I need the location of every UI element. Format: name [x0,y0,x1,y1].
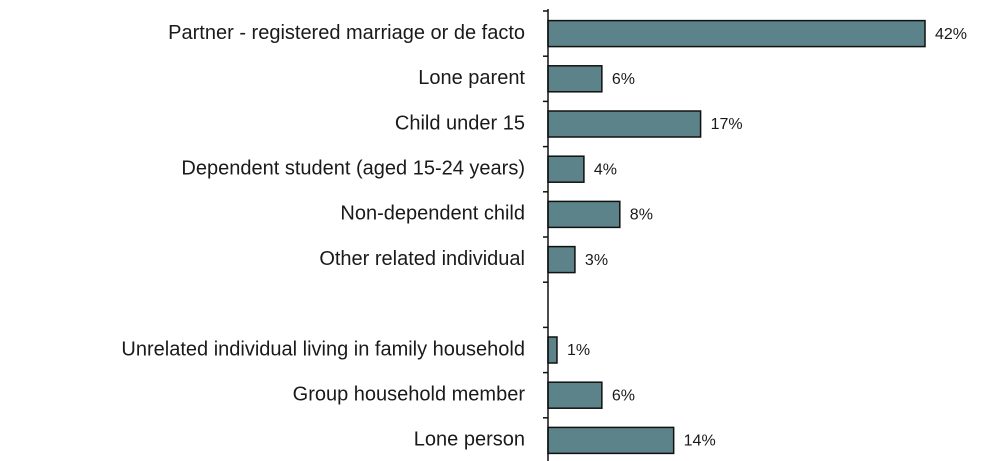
category-label: Other related individual [319,248,525,270]
category-label: Child under 15 [395,112,525,134]
bar [547,245,576,274]
value-label: 6% [612,387,635,404]
value-label: 6% [612,71,635,88]
value-label: 8% [630,207,653,224]
bar [547,200,621,229]
value-label: 3% [585,252,608,269]
value-label: 4% [594,161,617,178]
category-label: Lone parent [418,67,525,89]
bar [547,426,675,455]
bar [547,381,603,409]
category-label: Unrelated individual living in family ho… [121,338,525,360]
category-label: Dependent student (aged 15-24 years) [181,157,525,179]
value-label: 14% [684,433,716,450]
value-label: 42% [935,26,967,43]
bar [547,19,926,48]
bar [547,110,702,138]
category-label: Lone person [414,429,525,451]
bar [547,65,603,93]
category-label: Group household member [293,383,526,405]
category-label: Non-dependent child [340,203,525,225]
category-label: Partner - registered marriage or de fact… [168,22,525,44]
value-label: 17% [711,116,743,133]
value-label: 1% [567,342,590,359]
bar [547,336,558,364]
bar [547,155,585,183]
